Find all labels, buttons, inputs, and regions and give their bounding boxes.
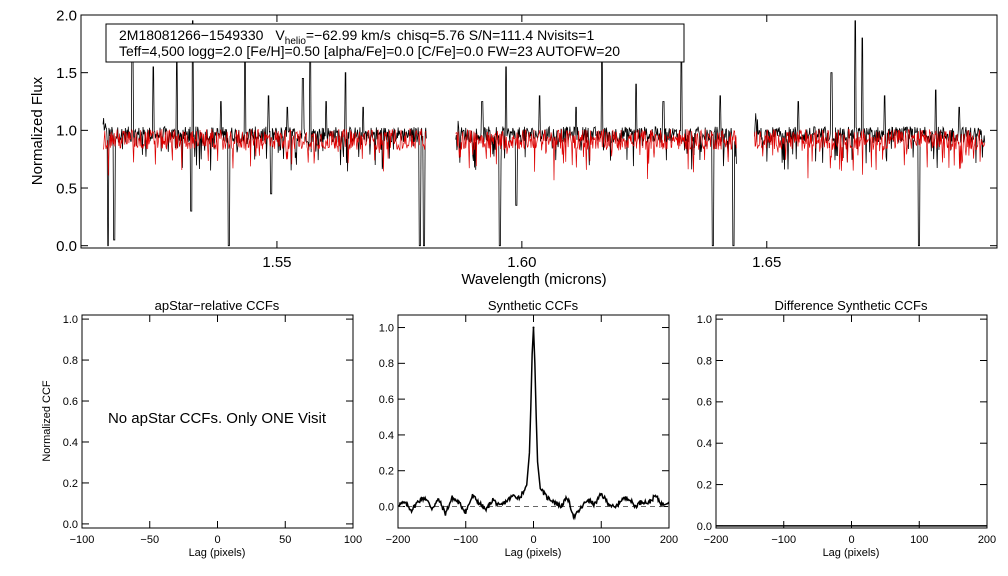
spectrum-ylabel: Normalized Flux xyxy=(29,76,46,185)
apstar-ytick-label: 0.2 xyxy=(63,478,78,490)
apstar-ytick-label: 1.0 xyxy=(63,314,78,326)
difference-xtick-label: 0 xyxy=(848,534,854,546)
apstar-xtick-label: 0 xyxy=(214,534,220,546)
difference-ytick-label: 0.8 xyxy=(697,355,712,367)
difference-xtick-label: −100 xyxy=(771,534,796,546)
model-spectrum-series xyxy=(102,128,986,181)
spectrum-xlabel: Wavelength (microns) xyxy=(461,271,606,288)
synthetic-title: Synthetic CCFs xyxy=(488,298,579,313)
synthetic-ccf-panel: −200 −100 0 100 200 0.0 0.2 0.4 0.6 0.8 1.0 Synthe… xyxy=(379,298,678,559)
info-line-1: 2M18081266−1549330 Vhelio=−62.99 km/s chis… xyxy=(119,27,594,47)
info-params: Teff=4,500 logg=2.0 [Fe/H]=0.50 [alpha/F… xyxy=(119,43,620,59)
difference-xtick-label: 100 xyxy=(910,534,928,546)
info-star-id: 2M18081266−1549330 xyxy=(119,27,264,43)
apstar-ytick-label: 0.0 xyxy=(63,519,78,531)
info-box: 2M18081266−1549330 Vhelio=−62.99 km/s chis… xyxy=(105,23,685,63)
spectrum-ytick-label: 2.0 xyxy=(56,7,77,24)
synthetic-ytick-label: 0.2 xyxy=(379,466,394,478)
synthetic-ccf-peak-point xyxy=(532,326,535,329)
spectrum-ticks: 1.55 1.60 1.65 0.0 0.5 1.0 1.5 2.0 xyxy=(56,7,997,271)
apstar-ccf-panel: −100 −50 0 50 100 0.0 0.2 0.4 0.6 0.8 1.0 apStar−r… xyxy=(41,298,362,559)
spectrum-ytick-label: 0.5 xyxy=(56,180,77,197)
spectrum-xtick-label: 1.55 xyxy=(262,254,291,271)
apstar-xlabel: Lag (pixels) xyxy=(189,547,246,559)
difference-ytick-label: 0.2 xyxy=(697,479,712,491)
apstar-xtick-label: −50 xyxy=(140,534,159,546)
apstar-xtick-label: 100 xyxy=(344,534,362,546)
difference-title: Difference Synthetic CCFs xyxy=(775,298,928,313)
difference-ytick-label: 0.6 xyxy=(697,397,712,409)
synthetic-xtick-label: 100 xyxy=(592,534,610,546)
info-stats: chisq=5.76 S/N=111.4 Nvisits=1 xyxy=(397,27,595,43)
apstar-xtick-label: −100 xyxy=(70,534,95,546)
difference-xlabel: Lag (pixels) xyxy=(823,547,880,559)
apstar-ytick-label: 0.4 xyxy=(63,437,78,449)
spectrum-xtick-label: 1.65 xyxy=(752,254,781,271)
info-v-symbol: V xyxy=(275,27,285,43)
synthetic-xlabel: Lag (pixels) xyxy=(505,547,562,559)
synthetic-xtick-label: −100 xyxy=(453,534,478,546)
model-spectrum-line xyxy=(102,128,986,181)
difference-ytick-label: 0.4 xyxy=(697,438,712,450)
info-box-frame xyxy=(105,23,685,63)
difference-ccf-panel: −200 −100 0 100 200 0.0 0.2 0.4 0.6 0.8 1.0 Differ… xyxy=(697,298,996,559)
synthetic-ytick-label: 0.8 xyxy=(379,358,394,370)
difference-ticks: −200 −100 0 100 200 0.0 0.2 0.4 0.6 0.8 1.0 xyxy=(697,314,996,546)
synthetic-ytick-label: 0.6 xyxy=(379,394,394,406)
difference-ytick-label: 1.0 xyxy=(697,314,712,326)
spectrum-xtick-label: 1.60 xyxy=(507,254,536,271)
apstar-ylabel: Normalized CCF xyxy=(41,380,53,462)
synthetic-xtick-label: −200 xyxy=(386,534,411,546)
apstar-title: apStar−relative CCFs xyxy=(155,298,280,313)
synthetic-ytick-label: 0.0 xyxy=(379,501,394,513)
synthetic-xtick-label: 200 xyxy=(660,534,678,546)
synthetic-xtick-label: 0 xyxy=(530,534,536,546)
difference-xtick-label: 200 xyxy=(978,534,996,546)
apstar-no-data-message: No apStar CCFs. Only ONE Visit xyxy=(108,410,327,427)
synthetic-ticks: −200 −100 0 100 200 0.0 0.2 0.4 0.6 0.8 1.0 xyxy=(379,315,678,546)
apstar-ticks: −100 −50 0 50 100 0.0 0.2 0.4 0.6 0.8 1.0 xyxy=(63,314,362,546)
info-v-value: =−62.99 km/s xyxy=(306,27,391,43)
spectrum-panel: 1.55 1.60 1.65 0.0 0.5 1.0 1.5 2.0 Wavelength (… xyxy=(29,7,998,288)
apstar-ytick-label: 0.6 xyxy=(63,396,78,408)
spectrum-ytick-label: 1.5 xyxy=(56,65,77,82)
synthetic-ytick-label: 0.4 xyxy=(379,430,394,442)
synthetic-ytick-label: 1.0 xyxy=(379,322,394,334)
apstar-ytick-label: 0.8 xyxy=(63,355,78,367)
apstar-xtick-label: 50 xyxy=(279,534,291,546)
spectrum-ytick-label: 0.0 xyxy=(56,238,77,255)
difference-ytick-label: 0.0 xyxy=(697,521,712,533)
spectrum-axes-frame xyxy=(80,14,998,249)
info-v-subscript: helio xyxy=(285,36,307,47)
spectrum-ytick-label: 1.0 xyxy=(56,123,77,140)
difference-xtick-label: −200 xyxy=(704,534,729,546)
